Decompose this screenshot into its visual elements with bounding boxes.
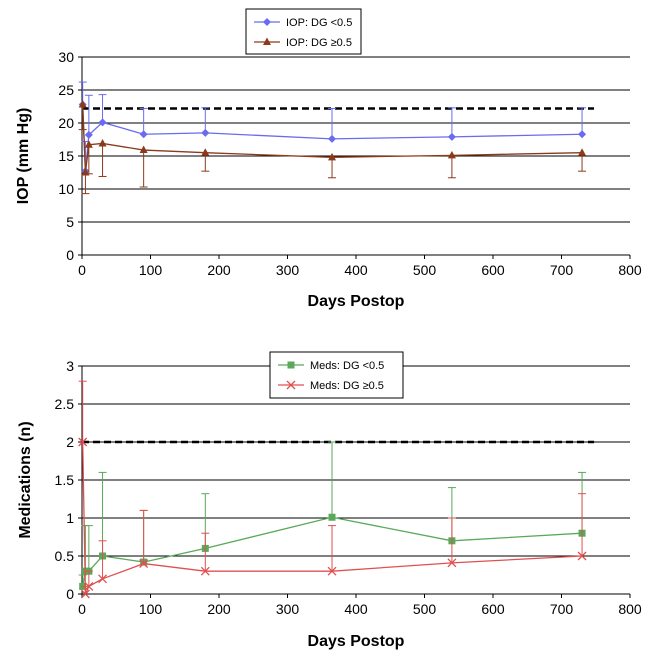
x-tick-label: 200 — [207, 262, 231, 278]
x-tick-label: 300 — [276, 601, 300, 617]
legend-label: IOP: DG ≥0.5 — [286, 37, 352, 49]
data-point — [447, 132, 456, 141]
y-tick-label: 30 — [58, 49, 74, 65]
data-point — [80, 589, 90, 599]
x-tick-label: 800 — [618, 601, 642, 617]
y-tick-label: 2.5 — [55, 396, 75, 412]
x-tick-label: 200 — [207, 601, 231, 617]
legend-box — [245, 8, 362, 55]
data-point — [84, 140, 93, 148]
y-axis-title: Medications (n) — [17, 421, 34, 538]
data-point-stroke — [139, 559, 149, 569]
y-tick-label: 20 — [58, 115, 74, 131]
data-point — [287, 361, 295, 369]
data-point-stroke — [327, 566, 337, 576]
x-tick-label: 600 — [481, 262, 505, 278]
data-point — [263, 18, 271, 26]
y-tick-label: 1 — [66, 510, 74, 526]
data-point — [327, 566, 337, 576]
data-point — [578, 148, 587, 156]
medications-chart: 0 0.5 1 1.5 2 2.5 3 0 100 200 300 400 500 600 700 800 Da… — [17, 351, 642, 650]
data-point — [328, 134, 337, 143]
x-tick-label: 100 — [139, 601, 163, 617]
y-axis-title: IOP (mm Hg) — [15, 108, 32, 205]
y-tick-label: 15 — [58, 148, 74, 164]
y-tick-label: 0.5 — [55, 548, 75, 564]
data-point — [78, 437, 88, 447]
legend: IOP: DG <0.5 IOP: DG ≥0.5 — [245, 8, 362, 55]
y-tick-label: 5 — [66, 214, 74, 230]
data-point — [139, 559, 149, 569]
x-tick-label: 800 — [618, 262, 642, 278]
x-axis-title: Days Postop — [308, 633, 405, 650]
data-point-stroke — [80, 589, 90, 599]
legend-label: Meds: DG <0.5 — [310, 360, 384, 372]
x-tick-label: 500 — [413, 262, 437, 278]
data-point — [577, 551, 587, 561]
series-1 — [78, 380, 587, 599]
x-axis-title: Days Postop — [308, 293, 405, 310]
data-point-stroke — [286, 380, 296, 390]
legend-label: IOP: DG <0.5 — [286, 17, 352, 29]
data-point — [98, 118, 107, 127]
data-point — [578, 130, 587, 139]
data-point — [81, 168, 90, 176]
data-point — [447, 150, 456, 159]
x-tick-label: 100 — [139, 262, 163, 278]
y-tick-label: 2 — [66, 434, 74, 450]
data-point-stroke — [98, 574, 108, 584]
legend-label: Meds: DG ≥0.5 — [310, 380, 384, 392]
data-point — [78, 100, 87, 108]
data-point — [139, 130, 148, 139]
x-tick-label: 400 — [344, 601, 368, 617]
y-tick-label: 0 — [66, 586, 74, 602]
data-point — [200, 566, 210, 576]
y-tick-label: 3 — [66, 358, 74, 374]
x-tick-label: 400 — [344, 262, 368, 278]
data-point — [328, 152, 337, 161]
legend: Meds: DG <0.5 Meds: DG ≥0.5 — [269, 351, 404, 399]
data-point — [84, 581, 94, 591]
x-tick-label: 500 — [413, 601, 437, 617]
data-point-stroke — [577, 551, 587, 561]
y-tick-label: 10 — [58, 181, 74, 197]
y-tick-label: 25 — [58, 82, 74, 98]
data-point — [201, 148, 210, 156]
data-point — [98, 574, 108, 584]
data-point-stroke — [447, 558, 457, 568]
data-point — [84, 130, 93, 139]
x-tick-label: 300 — [276, 262, 300, 278]
data-point-stroke — [200, 566, 210, 576]
series-1 — [78, 100, 587, 195]
data-point — [139, 145, 148, 154]
y-tick-label: 1.5 — [55, 472, 75, 488]
x-tick-label: 700 — [550, 601, 574, 617]
data-point — [328, 513, 336, 521]
legend-box — [269, 351, 404, 399]
y-tick-label: 0 — [66, 247, 74, 263]
data-point — [201, 128, 210, 137]
data-point-stroke — [84, 581, 94, 591]
x-tick-label: 600 — [481, 601, 505, 617]
x-tick-label: 0 — [78, 262, 86, 278]
x-tick-label: 0 — [78, 601, 86, 617]
data-point — [286, 380, 296, 390]
data-point — [263, 37, 271, 45]
data-point — [98, 138, 107, 147]
data-point-stroke — [78, 437, 88, 447]
data-point — [447, 558, 457, 568]
x-tick-label: 700 — [550, 262, 574, 278]
